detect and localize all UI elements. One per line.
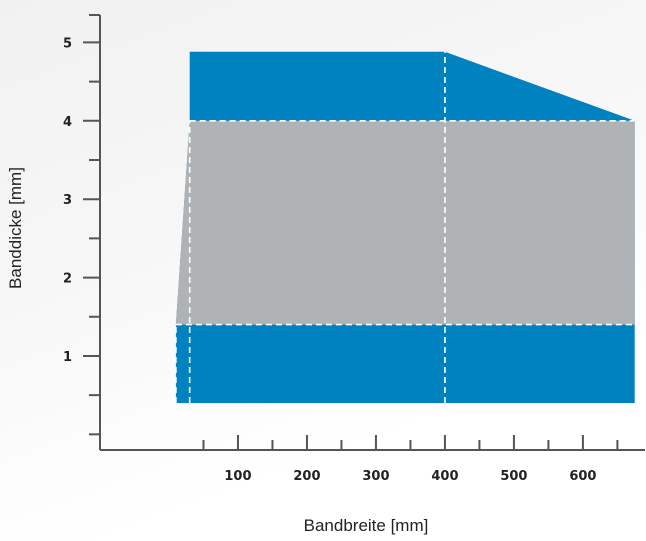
x-axis-title: Bandbreite [mm] [304, 516, 429, 535]
chart-axes [83, 14, 645, 451]
x-tick-label: 500 [500, 469, 527, 484]
y-axis-title: Banddicke [mm] [6, 167, 25, 289]
x-tick-label: 300 [362, 469, 389, 484]
chart-tick-labels: 1 2 3 4 5 100 200 300 400 500 600 [63, 36, 597, 484]
x-tick-label: 100 [224, 469, 251, 484]
y-tick-label: 1 [63, 350, 72, 365]
y-tick-label: 4 [63, 115, 72, 130]
y-tick-label: 2 [63, 272, 72, 287]
chart-regions [175, 51, 635, 404]
x-tick-label: 600 [569, 469, 596, 484]
x-tick-label: 400 [431, 469, 458, 484]
y-tick-label: 5 [63, 36, 72, 51]
region-1 [175, 120, 635, 325]
y-tick-label: 3 [63, 193, 72, 208]
chart-dashed-lines [175, 51, 635, 403]
x-tick-label: 200 [293, 469, 320, 484]
